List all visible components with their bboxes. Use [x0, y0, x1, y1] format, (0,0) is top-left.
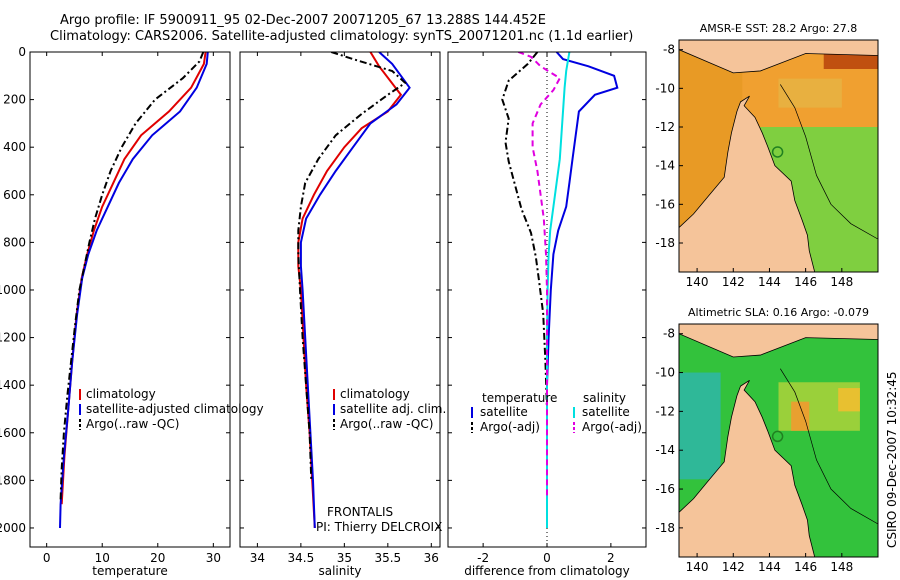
depth-tick-label: 200 [3, 93, 26, 107]
temperature-series-2 [59, 52, 205, 500]
sla-map-png-land [679, 324, 878, 358]
sst-map-xtick-label: 148 [830, 275, 853, 289]
sla-map-area [679, 324, 878, 557]
sst-map-xtick-label: 140 [686, 275, 709, 289]
salinity-xtick-label: 36 [424, 551, 439, 565]
temperature-series-0 [60, 52, 207, 505]
salinity-series-0 [297, 52, 403, 529]
sst-map-xtick-label: 144 [758, 275, 781, 289]
diff-legend-label: Argo(-adj) [480, 420, 540, 434]
depth-tick-label: 1400 [0, 378, 26, 392]
sla-map-ytick-label: -14 [655, 443, 675, 457]
sst-map-argo-marker [771, 146, 784, 158]
sst-map-land [679, 95, 816, 272]
depth-tick-label: 0 [18, 45, 26, 59]
sla-map-ytick-label: -16 [655, 482, 675, 496]
difference-xlabel: difference from climatology [464, 564, 630, 578]
temperature-series-1 [59, 52, 209, 529]
sst-map-xtick-label: 146 [794, 275, 817, 289]
diff-legend-header: temperature [482, 391, 557, 405]
depth-tick-label: 2000 [0, 521, 26, 535]
depth-tick-label: 1000 [0, 283, 26, 297]
salinity-xtick-label: 35.5 [374, 551, 401, 565]
sla-map-shelf-contour [780, 368, 878, 525]
sst-map-ytick-label: -18 [655, 236, 675, 250]
depth-tick-label: 1800 [0, 473, 26, 487]
sla-map-ytick-label: -18 [655, 521, 675, 535]
temperature-legend-label: climatology [86, 387, 156, 401]
difference-xtick-label: -2 [477, 551, 489, 565]
diff-legend-label: Argo(-adj) [582, 420, 642, 434]
temperature-xtick-label: 30 [206, 551, 221, 565]
sla-map-argo-marker [771, 430, 784, 443]
depth-tick-label: 800 [3, 235, 26, 249]
diff-legend-header: salinity [583, 391, 626, 405]
header-line-2: Climatology: CARS2006. Satellite-adjuste… [50, 29, 634, 44]
sla-map-ytick-label: -8 [663, 327, 675, 341]
depth-tick-label: 600 [3, 188, 26, 202]
sst-map-ytick-label: -16 [655, 197, 675, 211]
annotation-pi: PI: Thierry DELCROIX [316, 520, 442, 534]
salinity-legend-label: satellite adj. clim. [340, 402, 446, 416]
sla-peak [791, 401, 810, 431]
salinity-xlabel: salinity [318, 564, 361, 578]
salinity-frame [239, 51, 441, 548]
difference-series-0 [546, 52, 619, 528]
sla-map-xtick-label: 146 [794, 560, 817, 574]
sla-map-xtick-label: 144 [758, 560, 781, 574]
sst-map-title: AMSR-E SST: 28.2 Argo: 27.8 [700, 22, 858, 35]
salinity-xtick-label: 34 [250, 551, 265, 565]
sst-map-ytick-label: -8 [663, 43, 675, 57]
temperature-xtick-label: 20 [150, 551, 165, 565]
diff-legend-label: satellite [582, 405, 630, 419]
difference-series-2 [546, 52, 571, 528]
temperature-xtick-label: 0 [43, 551, 51, 565]
header-line-1: Argo profile: IF 5900911_95 02-Dec-2007 … [60, 13, 546, 28]
sst-map-ytick-label: -10 [655, 81, 675, 95]
csiro-stamp: CSIRO 09-Dec-2007 10:32:45 [885, 371, 899, 548]
salinity-series-2 [297, 52, 407, 481]
depth-tick-label: 1200 [0, 331, 26, 345]
diff-legend-label: satellite [480, 405, 528, 419]
sla-map-ytick-label: -10 [655, 366, 675, 380]
sla-peak-2 [838, 388, 860, 412]
sla-gulf-low [679, 372, 721, 480]
annotation-frontalis: FRONTALIS [327, 505, 393, 519]
temperature-legend-label: Argo(..raw -QC) [86, 417, 179, 431]
sst-map-png-land [679, 40, 878, 74]
sst-map-ytick-label: -14 [655, 159, 675, 173]
temperature-legend-label: satellite-adjusted climatology [86, 402, 264, 416]
salinity-xtick-label: 34.5 [288, 551, 315, 565]
difference-xtick-label: 0 [543, 551, 551, 565]
sst-map-xtick-label: 142 [722, 275, 745, 289]
sst-map-area [679, 40, 878, 272]
temperature-xlabel: temperature [92, 564, 167, 578]
temperature-frame [29, 51, 231, 548]
salinity-xtick-label: 35 [337, 551, 352, 565]
difference-xtick-label: 2 [607, 551, 615, 565]
sst-map-shelf-contour [780, 84, 878, 240]
sla-map-ytick-label: -12 [655, 404, 675, 418]
sst-strait [778, 78, 842, 108]
sst-map-frame [678, 39, 879, 273]
sla-map-xtick-label: 142 [722, 560, 745, 574]
sla-map-xtick-label: 140 [686, 560, 709, 574]
depth-tick-label: 400 [3, 140, 26, 154]
sla-map-title: Altimetric SLA: 0.16 Argo: -0.079 [688, 306, 869, 319]
sla-map-frame [678, 323, 879, 558]
temperature-xtick-label: 10 [95, 551, 110, 565]
salinity-legend-label: climatology [340, 387, 410, 401]
salinity-series-1 [299, 52, 411, 529]
depth-tick-label: 1600 [0, 426, 26, 440]
salinity-legend-label: Argo(..raw -QC) [340, 417, 433, 431]
sla-map-xtick-label: 148 [830, 560, 853, 574]
sst-map-ytick-label: -12 [655, 120, 675, 134]
sla-map-land [679, 379, 816, 557]
